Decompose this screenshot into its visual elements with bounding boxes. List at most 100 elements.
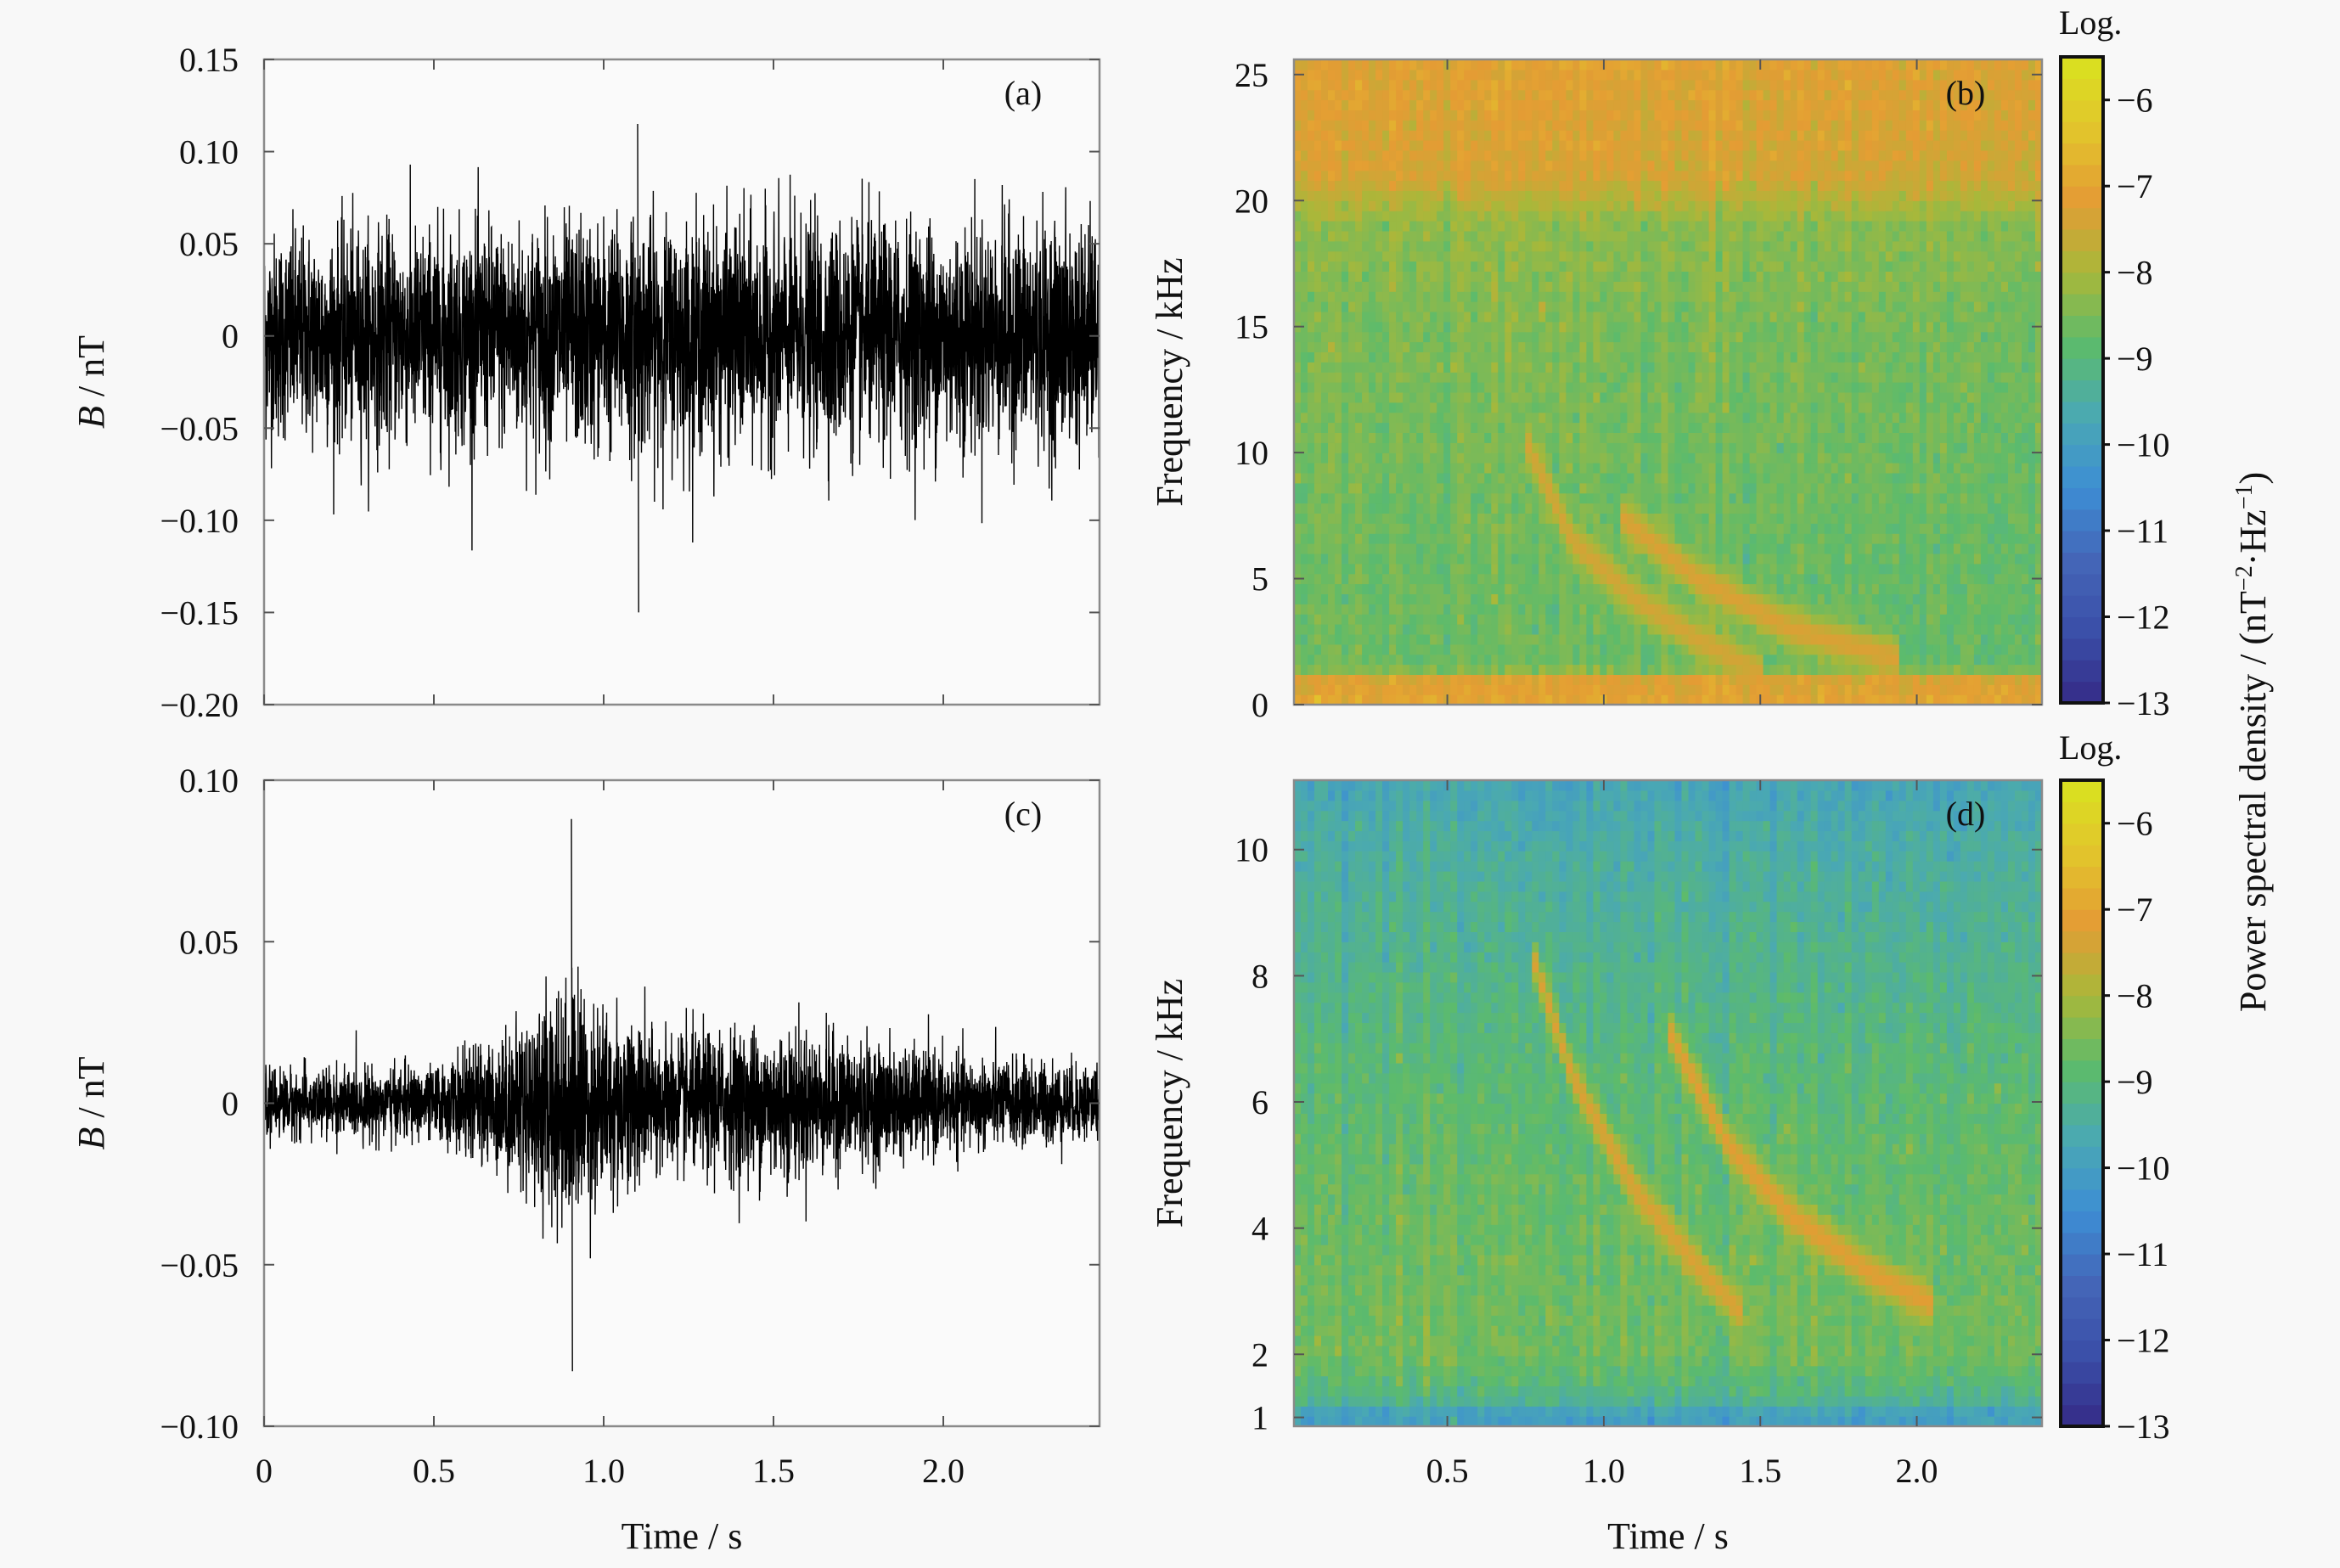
heatmap-cell <box>1430 261 1437 272</box>
heatmap-cell <box>1511 614 1519 625</box>
heatmap-cell <box>1348 110 1356 121</box>
heatmap-cell <box>1484 291 1492 302</box>
heatmap-cell <box>1423 69 1431 81</box>
heatmap-cell <box>1532 271 1539 282</box>
heatmap-cell <box>1545 301 1553 312</box>
heatmap-cell <box>1443 110 1451 121</box>
heatmap-cell <box>1314 472 1322 484</box>
heatmap-cell <box>1545 261 1553 272</box>
heatmap-cell <box>1552 160 1560 171</box>
heatmap-cell <box>1769 170 1778 182</box>
heatmap-cell <box>1355 341 1363 352</box>
y-tick-label: 0 <box>222 318 239 356</box>
heatmap-cell <box>1593 472 1600 484</box>
heatmap-cell <box>1559 240 1567 252</box>
heatmap-cell <box>1369 281 1376 292</box>
heatmap-cell <box>1538 604 1546 615</box>
heatmap-cell <box>1471 452 1478 464</box>
heatmap-cell <box>1600 402 1607 413</box>
heatmap-cell <box>1314 89 1322 101</box>
heatmap-cell <box>1477 412 1485 424</box>
heatmap-cell <box>1538 230 1546 242</box>
heatmap-cell <box>1450 593 1458 604</box>
heatmap-cell <box>1335 211 1342 222</box>
heatmap-cell <box>1661 99 1669 110</box>
heatmap-cell <box>1661 160 1669 171</box>
heatmap-cell <box>1708 230 1717 242</box>
heatmap-cell <box>1776 432 1785 443</box>
heatmap-cell <box>1552 543 1560 554</box>
heatmap-cell <box>1450 271 1458 282</box>
heatmap-cell <box>1505 684 1512 695</box>
heatmap-cell <box>1729 291 1737 302</box>
heatmap-cell <box>1396 362 1403 373</box>
heatmap-cell <box>1640 331 1649 343</box>
heatmap-cell <box>1511 412 1519 424</box>
heatmap-cell <box>1708 59 1717 70</box>
heatmap-cell <box>1335 99 1342 110</box>
heatmap-cell <box>1409 604 1417 615</box>
heatmap-cell <box>1572 633 1580 645</box>
heatmap-cell <box>1477 523 1485 534</box>
heatmap-cell <box>1423 472 1431 484</box>
heatmap-cell <box>1756 614 1764 625</box>
heatmap-cell <box>1355 583 1363 594</box>
heatmap-cell <box>1790 472 1798 484</box>
heatmap-cell <box>1518 694 1526 705</box>
heatmap-cell <box>1729 261 1737 272</box>
heatmap-cell <box>1308 149 1315 161</box>
heatmap-cell <box>1471 99 1478 110</box>
heatmap-cell <box>1308 492 1315 504</box>
heatmap-cell <box>1600 271 1607 282</box>
heatmap-cell <box>1314 412 1322 424</box>
heatmap-cell <box>1647 140 1656 151</box>
heatmap-cell <box>1593 140 1600 151</box>
heatmap-cell <box>1600 674 1607 685</box>
heatmap-cell <box>1783 149 1792 161</box>
heatmap-cell <box>1783 341 1792 352</box>
heatmap-cell <box>1586 422 1594 433</box>
heatmap-cell <box>1423 523 1431 534</box>
heatmap-cell <box>1674 633 1683 645</box>
heatmap-cell <box>1525 543 1533 554</box>
heatmap-cell <box>1457 543 1465 554</box>
heatmap-cell <box>1477 321 1485 333</box>
heatmap-cell <box>1328 583 1336 594</box>
heatmap-cell <box>1674 351 1683 362</box>
heatmap-cell <box>1382 321 1390 333</box>
heatmap-cell <box>1695 593 1703 604</box>
heatmap-cell <box>1443 664 1451 675</box>
heatmap-cell <box>1511 351 1519 362</box>
heatmap-cell <box>1382 120 1390 131</box>
heatmap-cell <box>1783 664 1792 675</box>
heatmap-cell <box>1702 472 1710 484</box>
heatmap-cell <box>1559 492 1567 504</box>
heatmap-cell <box>1702 291 1710 302</box>
heatmap-cell <box>1382 391 1390 403</box>
heatmap-cell <box>1572 79 1580 91</box>
heatmap-cell <box>1518 200 1526 211</box>
heatmap-cell <box>1382 271 1390 282</box>
heatmap-cell <box>1471 160 1478 171</box>
heatmap-cell <box>1790 513 1798 524</box>
heatmap-cell <box>1552 281 1560 292</box>
heatmap-cell <box>1396 563 1403 575</box>
heatmap-cell <box>1763 604 1771 615</box>
heatmap-cell <box>1362 503 1370 514</box>
heatmap-cell <box>1783 301 1792 312</box>
heatmap-cell <box>1532 110 1539 121</box>
heatmap-cell <box>1763 463 1771 474</box>
heatmap-cell <box>1627 341 1634 352</box>
heatmap-cell <box>1769 513 1778 524</box>
heatmap-cell <box>1810 382 1819 393</box>
heatmap-cell <box>1634 492 1642 504</box>
heatmap-cell <box>1722 180 1730 191</box>
heatmap-cell <box>1763 391 1771 403</box>
heatmap-cell <box>1409 261 1417 272</box>
heatmap-cell <box>1756 604 1764 615</box>
heatmap-cell <box>1301 69 1308 81</box>
heatmap-cell <box>1545 624 1553 635</box>
heatmap-cell <box>1416 553 1424 565</box>
heatmap-cell <box>1328 452 1336 464</box>
heatmap-cell <box>1613 190 1621 201</box>
